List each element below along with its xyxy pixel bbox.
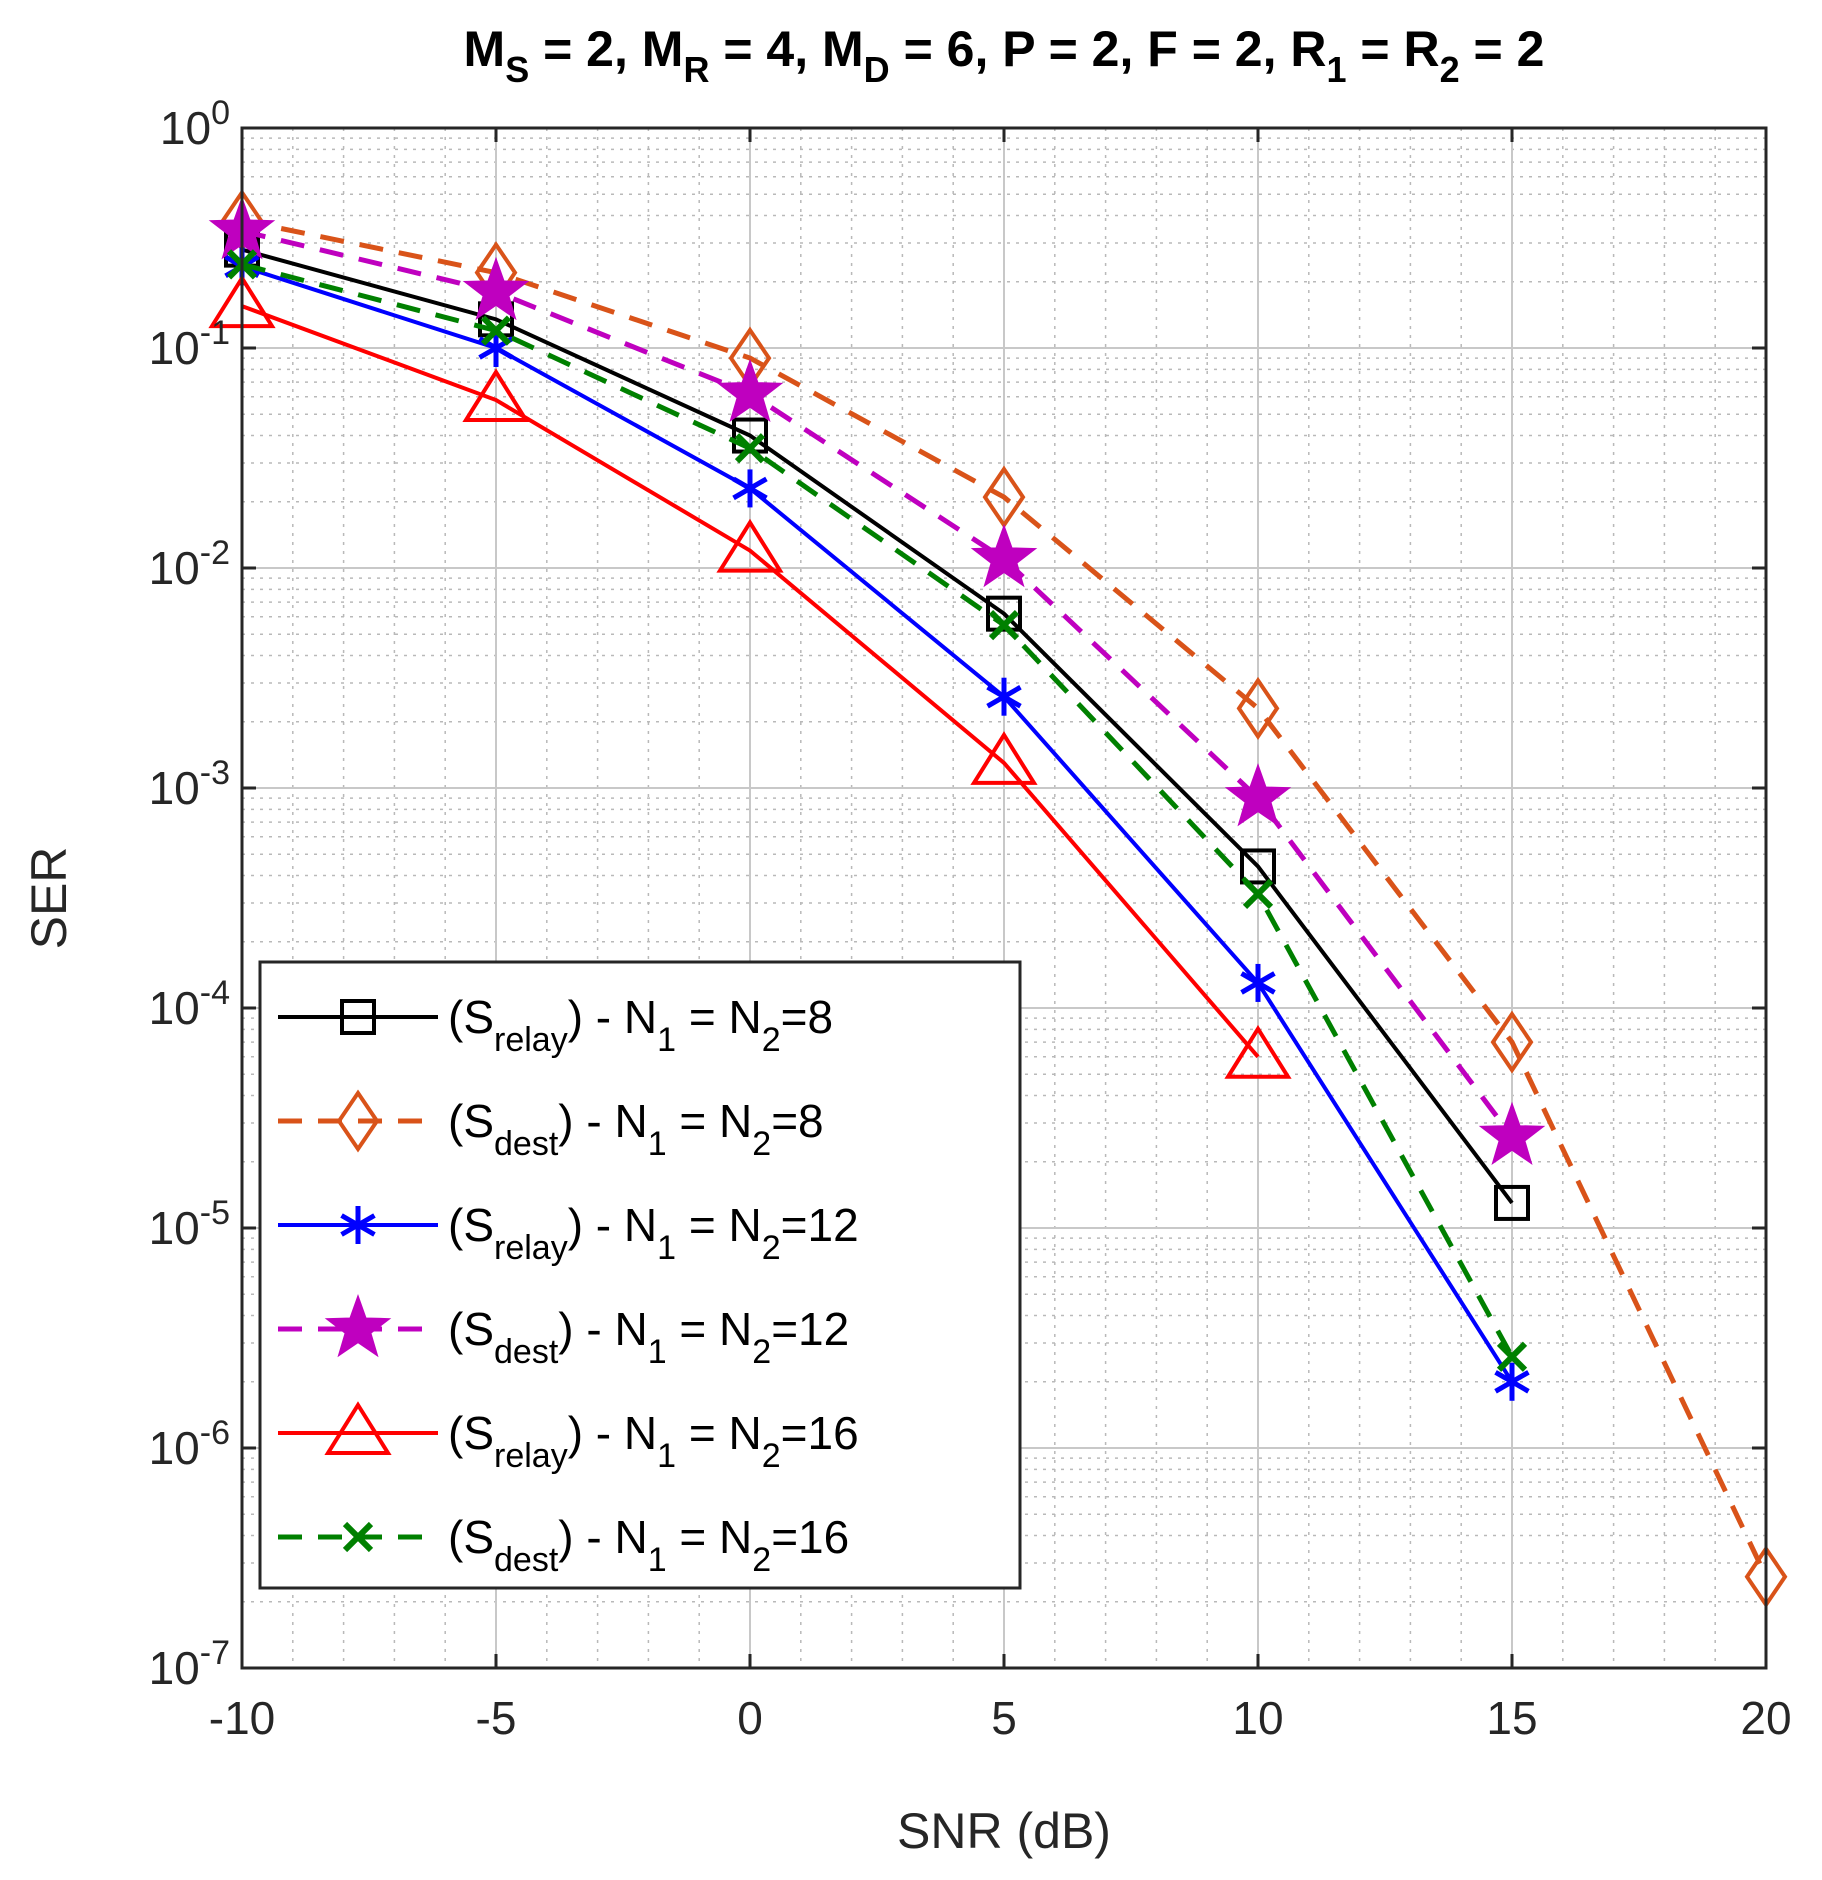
legend-label: (Sdest) - N1 = N2=12 (448, 1303, 849, 1371)
legend-entry: (Srelay) - N1 = N2=16 (278, 1401, 859, 1475)
tick-marks (240, 126, 1768, 1670)
x-stroke (480, 315, 512, 346)
pentagram-marker (462, 256, 530, 321)
asterisk-marker (1494, 1362, 1530, 1401)
y-tick-label: 100 (160, 94, 230, 154)
square-marker (1240, 848, 1276, 885)
series-5 (208, 274, 1292, 1079)
legend-box (258, 960, 1022, 1590)
legend-label: (Sdest) - N1 = N2=16 (448, 1511, 849, 1579)
x-stroke (734, 433, 766, 464)
legend-entry: (Srelay) - N1 = N2=8 (278, 991, 833, 1059)
x-tick-label: 10 (1232, 1692, 1283, 1744)
x-marker (480, 315, 512, 346)
square-marker (340, 999, 376, 1035)
legend-entry: (Srelay) - N1 = N2=12 (278, 1199, 859, 1267)
y-tick-label: 10-5 (149, 1194, 230, 1254)
series-6 (226, 249, 1528, 1372)
legend-entry: (Sdest) - N1 = N2=16 (278, 1511, 849, 1579)
series-line (241, 264, 1514, 1383)
x-marker (1242, 878, 1274, 910)
legend-entry: (Sdest) - N1 = N2=12 (278, 1294, 849, 1371)
x-tick-labels: -10 -5 0 5 10 15 20 (209, 1692, 1792, 1744)
y-tick-labels: 100 10-1 10-2 10-3 10-4 10-5 10-6 10-7 (149, 94, 230, 1694)
pentagram-marker (1478, 1101, 1546, 1166)
diamond-marker (1236, 676, 1280, 740)
series-line (241, 247, 1514, 1205)
pentagram-marker (716, 358, 784, 422)
series-layer (208, 188, 1788, 1609)
legend-label: (Srelay) - N1 = N2=8 (448, 991, 833, 1059)
pentagram-marker (324, 1294, 392, 1358)
y-tick-label: 10-1 (149, 314, 230, 374)
y-axis-label: SER (21, 847, 77, 950)
triangle-marker (324, 1401, 392, 1455)
legend-entry: (Sdest) - N1 = N2=8 (278, 1089, 824, 1163)
diamond-marker (336, 1089, 380, 1153)
asterisk-stroke (340, 1213, 376, 1237)
asterisk-stroke (1240, 971, 1276, 995)
x-marker (1496, 1341, 1528, 1372)
pentagram-marker (1224, 763, 1292, 827)
x-tick-label: 15 (1486, 1692, 1537, 1744)
asterisk-marker (1240, 963, 1276, 1002)
x-stroke (342, 1521, 374, 1553)
x-marker (734, 433, 766, 464)
x-stroke (1496, 1341, 1528, 1372)
asterisk-stroke (1494, 1370, 1530, 1394)
x-tick-label: 0 (737, 1692, 763, 1744)
x-marker (988, 609, 1020, 641)
asterisk-stroke (732, 476, 768, 501)
x-tick-label: 20 (1740, 1692, 1791, 1744)
asterisk-marker (340, 1206, 376, 1244)
legend-label: (Srelay) - N1 = N2=12 (448, 1199, 859, 1267)
asterisk-marker (732, 469, 768, 508)
legend-label: (Srelay) - N1 = N2=16 (448, 1407, 859, 1475)
asterisk-marker (986, 677, 1022, 716)
x-tick-label: 5 (991, 1692, 1017, 1744)
y-tick-label: 10-3 (149, 754, 230, 814)
series-line (241, 228, 1514, 1139)
y-tick-label: 10-7 (149, 1634, 230, 1694)
square-marker (986, 595, 1022, 632)
x-tick-label: -5 (476, 1692, 517, 1744)
x-stroke (988, 609, 1020, 641)
x-tick-label: -10 (209, 1692, 275, 1744)
triangle-marker (716, 518, 784, 573)
diamond-marker (1490, 1010, 1534, 1074)
legend: (Srelay) - N1 = N2=8 (Sdest) - N1 = N2=8 (… (258, 960, 1022, 1590)
series-line (241, 261, 1515, 1358)
triangle-marker (1224, 1025, 1292, 1079)
triangle-marker (462, 368, 530, 423)
square-marker (1494, 1184, 1530, 1221)
y-tick-label: 10-2 (149, 534, 230, 594)
asterisk-stroke (986, 685, 1022, 709)
y-tick-label: 10-6 (149, 1414, 230, 1474)
series-line (241, 304, 1260, 1059)
y-tick-label: 10-4 (149, 974, 230, 1034)
pentagram-marker (970, 523, 1038, 588)
chart-title: MS = 2, MR = 4, MD = 6, P = 2, F = 2, R1… (464, 21, 1545, 90)
x-stroke (1242, 878, 1274, 910)
legend-label: (Sdest) - N1 = N2=8 (448, 1095, 824, 1163)
x-marker (342, 1521, 374, 1553)
x-axis-label: SNR (dB) (897, 1803, 1111, 1859)
triangle-marker (970, 731, 1038, 785)
